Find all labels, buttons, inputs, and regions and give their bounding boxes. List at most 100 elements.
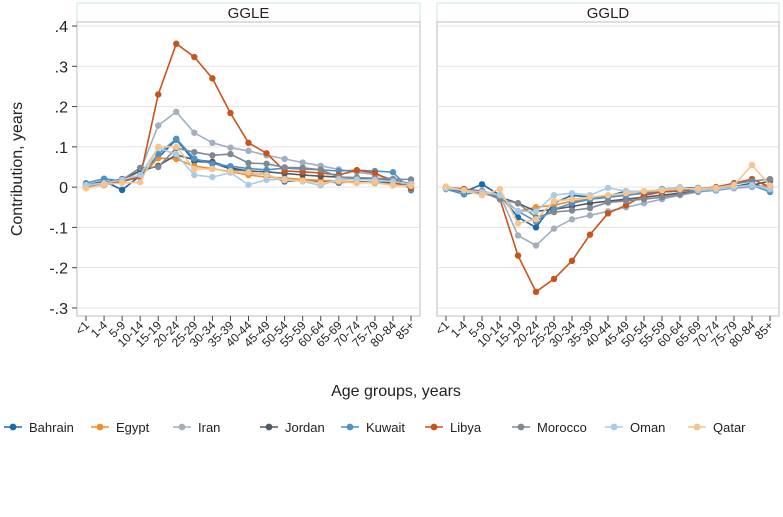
data-point-qatar bbox=[100, 181, 108, 188]
data-point-morocco bbox=[245, 159, 252, 167]
data-point-oman bbox=[245, 181, 252, 188]
data-point-kuwait bbox=[389, 169, 397, 176]
data-point-morocco bbox=[281, 164, 288, 171]
y-axis-title: Contribution, years bbox=[9, 102, 26, 236]
data-point-qatar bbox=[335, 178, 342, 185]
legend-marker bbox=[265, 423, 273, 431]
data-point-qatar bbox=[227, 167, 234, 175]
data-point-qatar bbox=[478, 191, 486, 199]
data-point-qatar bbox=[658, 187, 666, 194]
data-point-libya bbox=[622, 202, 630, 209]
x-tick-label: 85+ bbox=[393, 318, 417, 342]
x-tick-label: 85+ bbox=[752, 318, 776, 342]
data-point-iran bbox=[155, 122, 162, 129]
legend-marker bbox=[9, 423, 17, 431]
y-tick-label: -.3 bbox=[49, 301, 68, 318]
data-point-qatar bbox=[317, 179, 324, 187]
data-point-oman bbox=[191, 171, 198, 179]
data-point-morocco bbox=[227, 150, 234, 158]
data-point-qatar bbox=[353, 179, 361, 187]
data-point-oman bbox=[136, 171, 144, 179]
legend-label: Jordan bbox=[285, 420, 325, 435]
data-point-qatar bbox=[604, 191, 612, 199]
legend-label: Oman bbox=[630, 420, 665, 435]
data-point-libya bbox=[227, 109, 234, 117]
data-point-qatar bbox=[245, 169, 252, 176]
data-point-qatar bbox=[694, 185, 702, 192]
data-point-morocco bbox=[766, 175, 774, 183]
data-point-morocco bbox=[550, 208, 558, 216]
data-point-morocco bbox=[263, 160, 270, 167]
data-point-qatar bbox=[622, 189, 630, 197]
data-point-iran bbox=[299, 159, 306, 166]
data-point-oman bbox=[568, 189, 576, 197]
data-point-qatar bbox=[766, 182, 774, 189]
data-point-oman bbox=[604, 184, 612, 192]
data-point-morocco bbox=[658, 193, 666, 201]
data-point-qatar bbox=[442, 183, 450, 190]
data-point-qatar bbox=[371, 179, 379, 186]
data-point-libya bbox=[586, 231, 594, 238]
data-point-kuwait bbox=[209, 160, 216, 167]
legend-label: Libya bbox=[450, 420, 482, 435]
data-point-iran bbox=[550, 225, 558, 232]
data-point-qatar bbox=[191, 165, 198, 173]
data-point-qatar bbox=[155, 143, 162, 151]
data-point-qatar bbox=[712, 184, 720, 192]
data-point-qatar bbox=[586, 193, 594, 201]
data-point-morocco bbox=[586, 204, 594, 212]
data-point-kuwait bbox=[173, 135, 180, 142]
data-point-qatar bbox=[136, 179, 144, 186]
y-tick-label: -.2 bbox=[49, 261, 68, 278]
data-point-iran bbox=[514, 232, 522, 239]
panel-title: GGLD bbox=[587, 5, 630, 22]
data-point-qatar bbox=[209, 165, 216, 173]
data-point-qatar bbox=[263, 171, 270, 179]
data-point-libya bbox=[568, 257, 576, 265]
data-point-morocco bbox=[568, 207, 576, 214]
data-point-qatar bbox=[407, 182, 415, 190]
data-point-libya bbox=[604, 210, 612, 217]
data-point-morocco bbox=[676, 191, 684, 198]
data-point-morocco bbox=[299, 164, 306, 171]
legend-label: Qatar bbox=[713, 420, 746, 435]
data-point-iran bbox=[245, 147, 252, 155]
y-tick-label: -.1 bbox=[49, 220, 68, 237]
data-point-morocco bbox=[209, 152, 216, 159]
data-point-libya bbox=[550, 275, 558, 283]
data-point-qatar bbox=[173, 143, 180, 151]
data-point-qatar bbox=[514, 220, 522, 227]
data-point-oman bbox=[514, 208, 522, 215]
data-point-qatar bbox=[389, 182, 397, 189]
data-point-libya bbox=[353, 167, 361, 174]
data-point-libya bbox=[263, 150, 270, 157]
data-point-bahrain bbox=[118, 186, 126, 194]
legend-label: Morocco bbox=[537, 420, 587, 435]
data-point-qatar bbox=[748, 161, 756, 169]
legend-marker bbox=[693, 423, 701, 431]
data-point-qatar bbox=[496, 185, 504, 193]
y-tick-label: .2 bbox=[55, 100, 68, 117]
data-point-libya bbox=[173, 40, 180, 47]
data-point-morocco bbox=[155, 163, 162, 171]
data-point-libya bbox=[209, 75, 216, 82]
y-tick-label: .1 bbox=[55, 140, 68, 157]
data-point-qatar bbox=[730, 181, 738, 189]
data-point-iran bbox=[568, 216, 576, 223]
data-point-oman bbox=[263, 176, 270, 184]
plot-area bbox=[436, 21, 780, 317]
data-point-iran bbox=[209, 139, 216, 147]
data-point-iran bbox=[586, 212, 594, 219]
data-point-qatar bbox=[299, 177, 306, 184]
data-point-qatar bbox=[640, 187, 648, 195]
legend-label: Iran bbox=[198, 420, 220, 435]
data-point-kuwait bbox=[100, 175, 108, 182]
legend-label: Kuwait bbox=[366, 420, 405, 435]
data-point-oman bbox=[209, 173, 216, 181]
data-point-oman bbox=[173, 151, 180, 158]
data-point-kuwait bbox=[155, 150, 162, 158]
y-tick-label: 0 bbox=[59, 180, 68, 197]
data-point-morocco bbox=[640, 196, 648, 203]
data-point-libya bbox=[532, 288, 540, 296]
